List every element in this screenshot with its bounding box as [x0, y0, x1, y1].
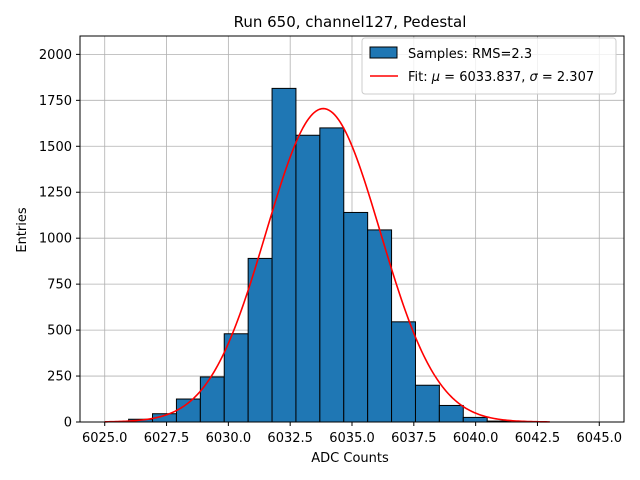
histogram-bar [391, 321, 416, 423]
x-tick-label: 6042.5 [515, 431, 561, 446]
y-tick-label: 2000 [39, 48, 72, 63]
y-tick-label: 1250 [39, 186, 72, 201]
legend-samples-label: Samples: RMS=2.3 [408, 47, 532, 62]
y-tick-label: 1000 [39, 232, 72, 247]
chart-title: Run 650, channel127, Pedestal [234, 13, 467, 31]
y-axis-label: Entries [15, 207, 30, 253]
x-tick-label: 6037.5 [391, 431, 437, 446]
legend-samples-swatch [369, 46, 398, 59]
x-tick-label: 6040.0 [453, 431, 499, 446]
legend-fit-label: Fit: μ = 6033.837, σ = 2.307 [408, 70, 594, 85]
legend-box [361, 37, 617, 95]
legend-fit-prefix: Fit: [408, 70, 432, 85]
x-tick-label: 6032.5 [267, 431, 313, 446]
fit-curve [104, 107, 550, 423]
legend: Samples: RMS=2.3 Fit: μ = 6033.837, σ = … [361, 37, 617, 95]
histogram-bars [128, 87, 512, 423]
histogram-bar [295, 134, 321, 423]
histogram-bar [462, 416, 488, 423]
fit-curve-group [104, 107, 550, 423]
x-tick-label: 6035.0 [329, 431, 375, 446]
histogram-bar [199, 376, 225, 423]
histogram-bar [223, 333, 249, 423]
histogram-bar [319, 127, 345, 423]
legend-sigma-symbol: σ [530, 70, 539, 85]
histogram-bar [343, 211, 369, 423]
y-tick-label: 500 [47, 324, 72, 339]
histogram-bar [247, 257, 273, 423]
legend-mu-value: = 6033.837, [440, 70, 529, 85]
histogram-bar [271, 87, 297, 423]
x-tick-label: 6045.0 [577, 431, 623, 446]
y-tick-label: 250 [47, 370, 72, 385]
histogram-bar [414, 384, 440, 423]
tick-marks: 6025.0 6027.5 6030.0 6032.5 6035.0 6037.5 6040… [39, 48, 622, 446]
histogram-bar [438, 404, 464, 423]
x-tick-label: 6027.5 [144, 431, 190, 446]
x-tick-label: 6030.0 [206, 431, 252, 446]
y-tick-label: 0 [64, 416, 72, 431]
x-tick-label: 6025.0 [82, 431, 128, 446]
y-tick-label: 750 [47, 278, 72, 293]
legend-sigma-value: = 2.307 [538, 70, 594, 85]
legend-mu-symbol: μ [431, 70, 440, 85]
y-tick-label: 1500 [39, 140, 72, 155]
y-tick-label: 1750 [39, 94, 72, 109]
x-axis-label: ADC Counts [311, 451, 389, 466]
